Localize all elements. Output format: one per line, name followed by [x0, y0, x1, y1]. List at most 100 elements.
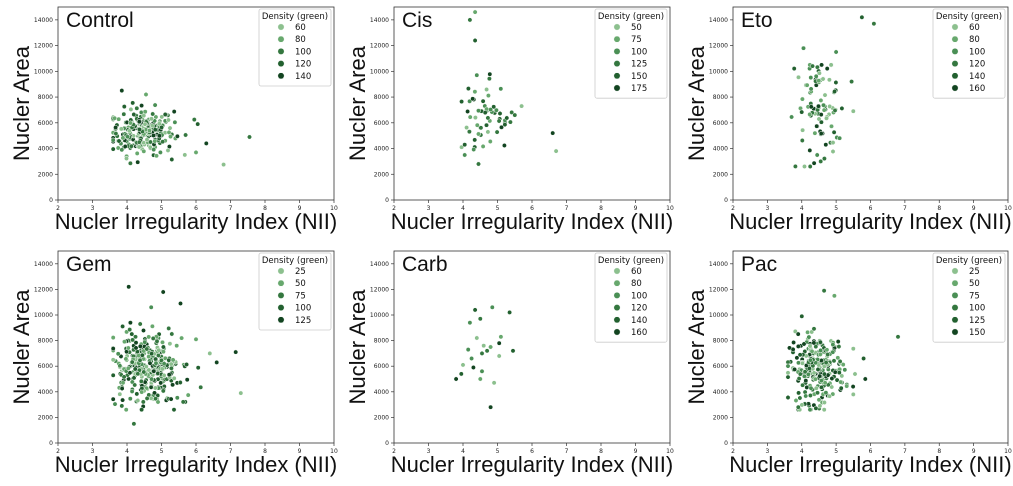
legend-marker: [277, 47, 285, 55]
data-point: [144, 395, 150, 401]
legend-entry-label: 120: [631, 304, 647, 314]
legend-entry-label: 60: [969, 23, 980, 33]
legend-entry-label: 100: [631, 291, 647, 301]
data-point: [184, 362, 190, 367]
data-point: [174, 343, 180, 349]
panel-title: Gem: [66, 253, 112, 276]
legend-marker: [613, 279, 621, 287]
legend-entry-label: 140: [295, 72, 311, 82]
data-point: [519, 103, 525, 109]
data-point: [149, 123, 155, 129]
y-tick-label: 2000: [374, 414, 389, 421]
data-point: [823, 142, 829, 148]
data-point: [165, 147, 171, 153]
data-point: [829, 376, 835, 381]
data-point: [162, 112, 168, 117]
data-point: [183, 132, 189, 138]
data-point: [795, 331, 801, 337]
data-point: [472, 38, 478, 43]
data-point: [504, 115, 510, 121]
legend-box: [258, 252, 332, 331]
data-point: [816, 70, 822, 76]
y-tick-label: 6000: [713, 363, 728, 370]
data-point: [193, 149, 199, 155]
data-point: [115, 351, 121, 357]
x-tick-label: 2: [731, 205, 735, 212]
data-point: [120, 323, 126, 329]
legend-marker: [613, 23, 621, 31]
data-point: [193, 336, 199, 342]
data-point: [807, 393, 813, 398]
data-point: [119, 386, 125, 391]
data-point: [818, 347, 824, 353]
x-tick-label: 6: [194, 205, 198, 212]
data-point: [214, 359, 220, 365]
data-point: [130, 100, 136, 106]
legend-entry-label: 50: [969, 279, 980, 289]
data-point: [131, 112, 137, 117]
legend-marker: [951, 47, 959, 55]
legend-marker: [613, 72, 621, 80]
legend-marker: [613, 35, 621, 43]
data-point: [135, 371, 141, 377]
data-point: [819, 384, 824, 390]
data-point: [182, 152, 188, 158]
legend-marker: [951, 23, 959, 31]
data-point: [502, 122, 508, 128]
data-point: [152, 102, 158, 108]
y-tick-label: 4000: [713, 146, 728, 153]
data-point: [165, 117, 171, 123]
data-point: [474, 335, 480, 341]
data-point: [512, 112, 518, 118]
legend-entry-label: 120: [969, 60, 985, 70]
data-point: [813, 73, 819, 79]
x-tick-label: 9: [972, 448, 976, 455]
data-point: [509, 109, 515, 115]
legend-title: Density (green): [598, 256, 664, 266]
data-point: [174, 133, 180, 139]
data-point: [131, 375, 137, 381]
legend-entry-label: 150: [631, 72, 647, 82]
data-point: [822, 92, 828, 98]
legend-marker: [613, 304, 621, 312]
data-point: [807, 343, 813, 349]
x-tick-label: 8: [263, 205, 267, 212]
data-point: [167, 125, 173, 131]
data-point: [484, 87, 490, 92]
data-point: [814, 123, 820, 129]
legend-entry-label: 140: [631, 316, 647, 326]
y-tick-label: 6000: [374, 120, 389, 127]
x-tick-label: 4: [800, 448, 804, 455]
legend: Density (green)25 50 75 100 125 150: [932, 252, 1006, 343]
data-point: [480, 143, 486, 149]
legend-box: [594, 252, 668, 343]
data-point: [825, 352, 831, 357]
y-tick-label: 14000: [34, 261, 53, 268]
data-point: [484, 348, 490, 354]
data-point: [154, 153, 159, 159]
data-point: [838, 385, 844, 391]
data-point: [129, 359, 135, 365]
x-tick-label: 7: [229, 448, 233, 455]
data-point: [852, 371, 858, 377]
data-point: [120, 380, 126, 386]
data-point: [110, 137, 116, 143]
data-point: [801, 341, 807, 347]
y-tick-label: 12000: [370, 286, 389, 293]
data-point: [152, 138, 158, 144]
data-point: [850, 391, 856, 397]
data-point: [488, 107, 494, 113]
data-point: [150, 335, 156, 341]
data-point: [138, 378, 144, 384]
data-point: [489, 304, 495, 310]
x-tick-label: 10: [666, 448, 674, 455]
data-point: [169, 157, 175, 162]
data-point: [135, 398, 141, 403]
data-point: [814, 152, 820, 158]
data-point: [151, 368, 157, 374]
y-axis-label: Nucler Area: [9, 45, 34, 161]
data-point: [493, 107, 499, 113]
x-tick-label: 6: [194, 448, 198, 455]
data-point: [472, 9, 478, 15]
y-tick-label: 2000: [374, 171, 389, 178]
